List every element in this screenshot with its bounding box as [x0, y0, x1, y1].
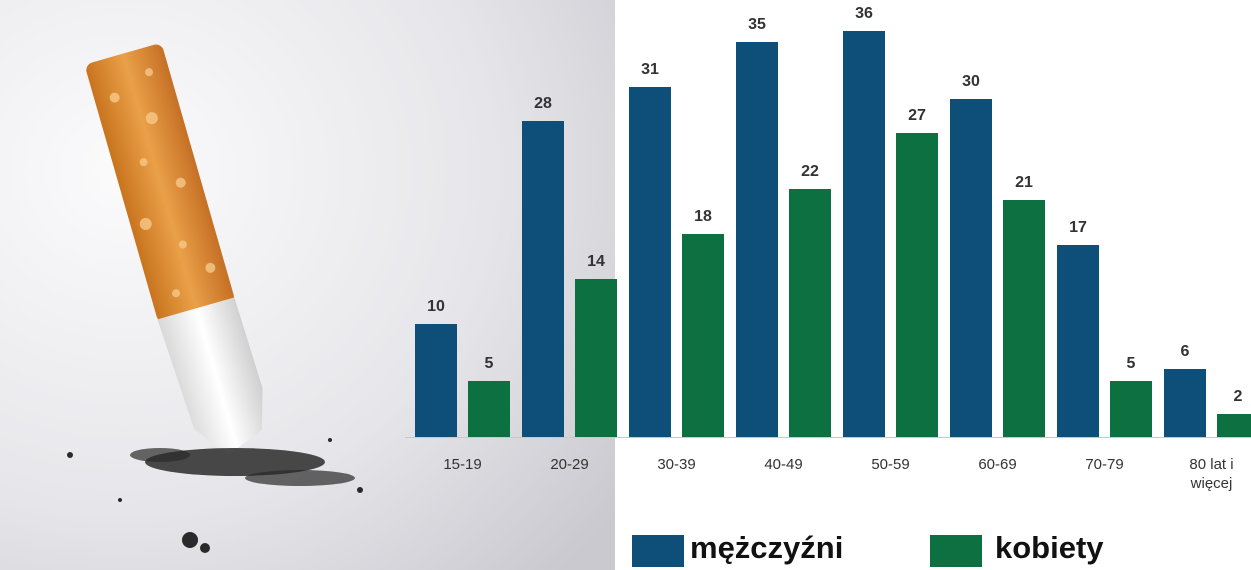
bar: [843, 31, 885, 437]
x-tick-label: 15-19: [423, 455, 503, 474]
x-tick-label: 30-39: [637, 455, 717, 474]
value-label: 36: [834, 5, 894, 23]
page: mężczyźni kobiety 10 5 15-19 28 14 20-29 31 18 3…: [0, 0, 1251, 570]
value-label: 27: [887, 107, 947, 125]
bar: [1217, 414, 1251, 437]
value-label: 10: [406, 298, 466, 316]
value-label: 22: [780, 163, 840, 181]
value-label: 30: [941, 73, 1001, 91]
value-label: 35: [727, 16, 787, 34]
value-label: 5: [459, 355, 519, 373]
bar: [522, 121, 564, 437]
chart: mężczyźni kobiety 10 5 15-19 28 14 20-29 31 18 3…: [0, 0, 1251, 570]
bar: [415, 324, 457, 437]
x-tick-label: 80 lat i więcej: [1172, 455, 1251, 493]
legend-swatch: [632, 535, 684, 567]
value-label: 18: [673, 208, 733, 226]
baseline: [405, 437, 1251, 438]
bar: [682, 234, 724, 437]
x-tick-label: 60-69: [958, 455, 1038, 474]
bar: [1110, 381, 1152, 437]
bar: [1164, 369, 1206, 437]
x-tick-label: 70-79: [1065, 455, 1145, 474]
bar: [1003, 200, 1045, 437]
bar: [789, 189, 831, 437]
value-label: 28: [513, 95, 573, 113]
bar: [736, 42, 778, 437]
value-label: 21: [994, 174, 1054, 192]
value-label: 6: [1155, 343, 1215, 361]
value-label: 14: [566, 253, 626, 271]
legend-label: mężczyźni: [690, 530, 843, 566]
bar: [950, 99, 992, 437]
value-label: 5: [1101, 355, 1161, 373]
bar: [468, 381, 510, 437]
x-tick-label: 20-29: [530, 455, 610, 474]
legend-label: kobiety: [995, 530, 1104, 566]
bar: [1057, 245, 1099, 437]
value-label: 17: [1048, 219, 1108, 237]
value-label: 31: [620, 61, 680, 79]
legend-swatch: [930, 535, 982, 567]
value-label: 2: [1208, 388, 1251, 406]
x-tick-label: 40-49: [744, 455, 824, 474]
bar: [896, 133, 938, 438]
x-tick-label: 50-59: [851, 455, 931, 474]
bar: [629, 87, 671, 437]
bar: [575, 279, 617, 437]
